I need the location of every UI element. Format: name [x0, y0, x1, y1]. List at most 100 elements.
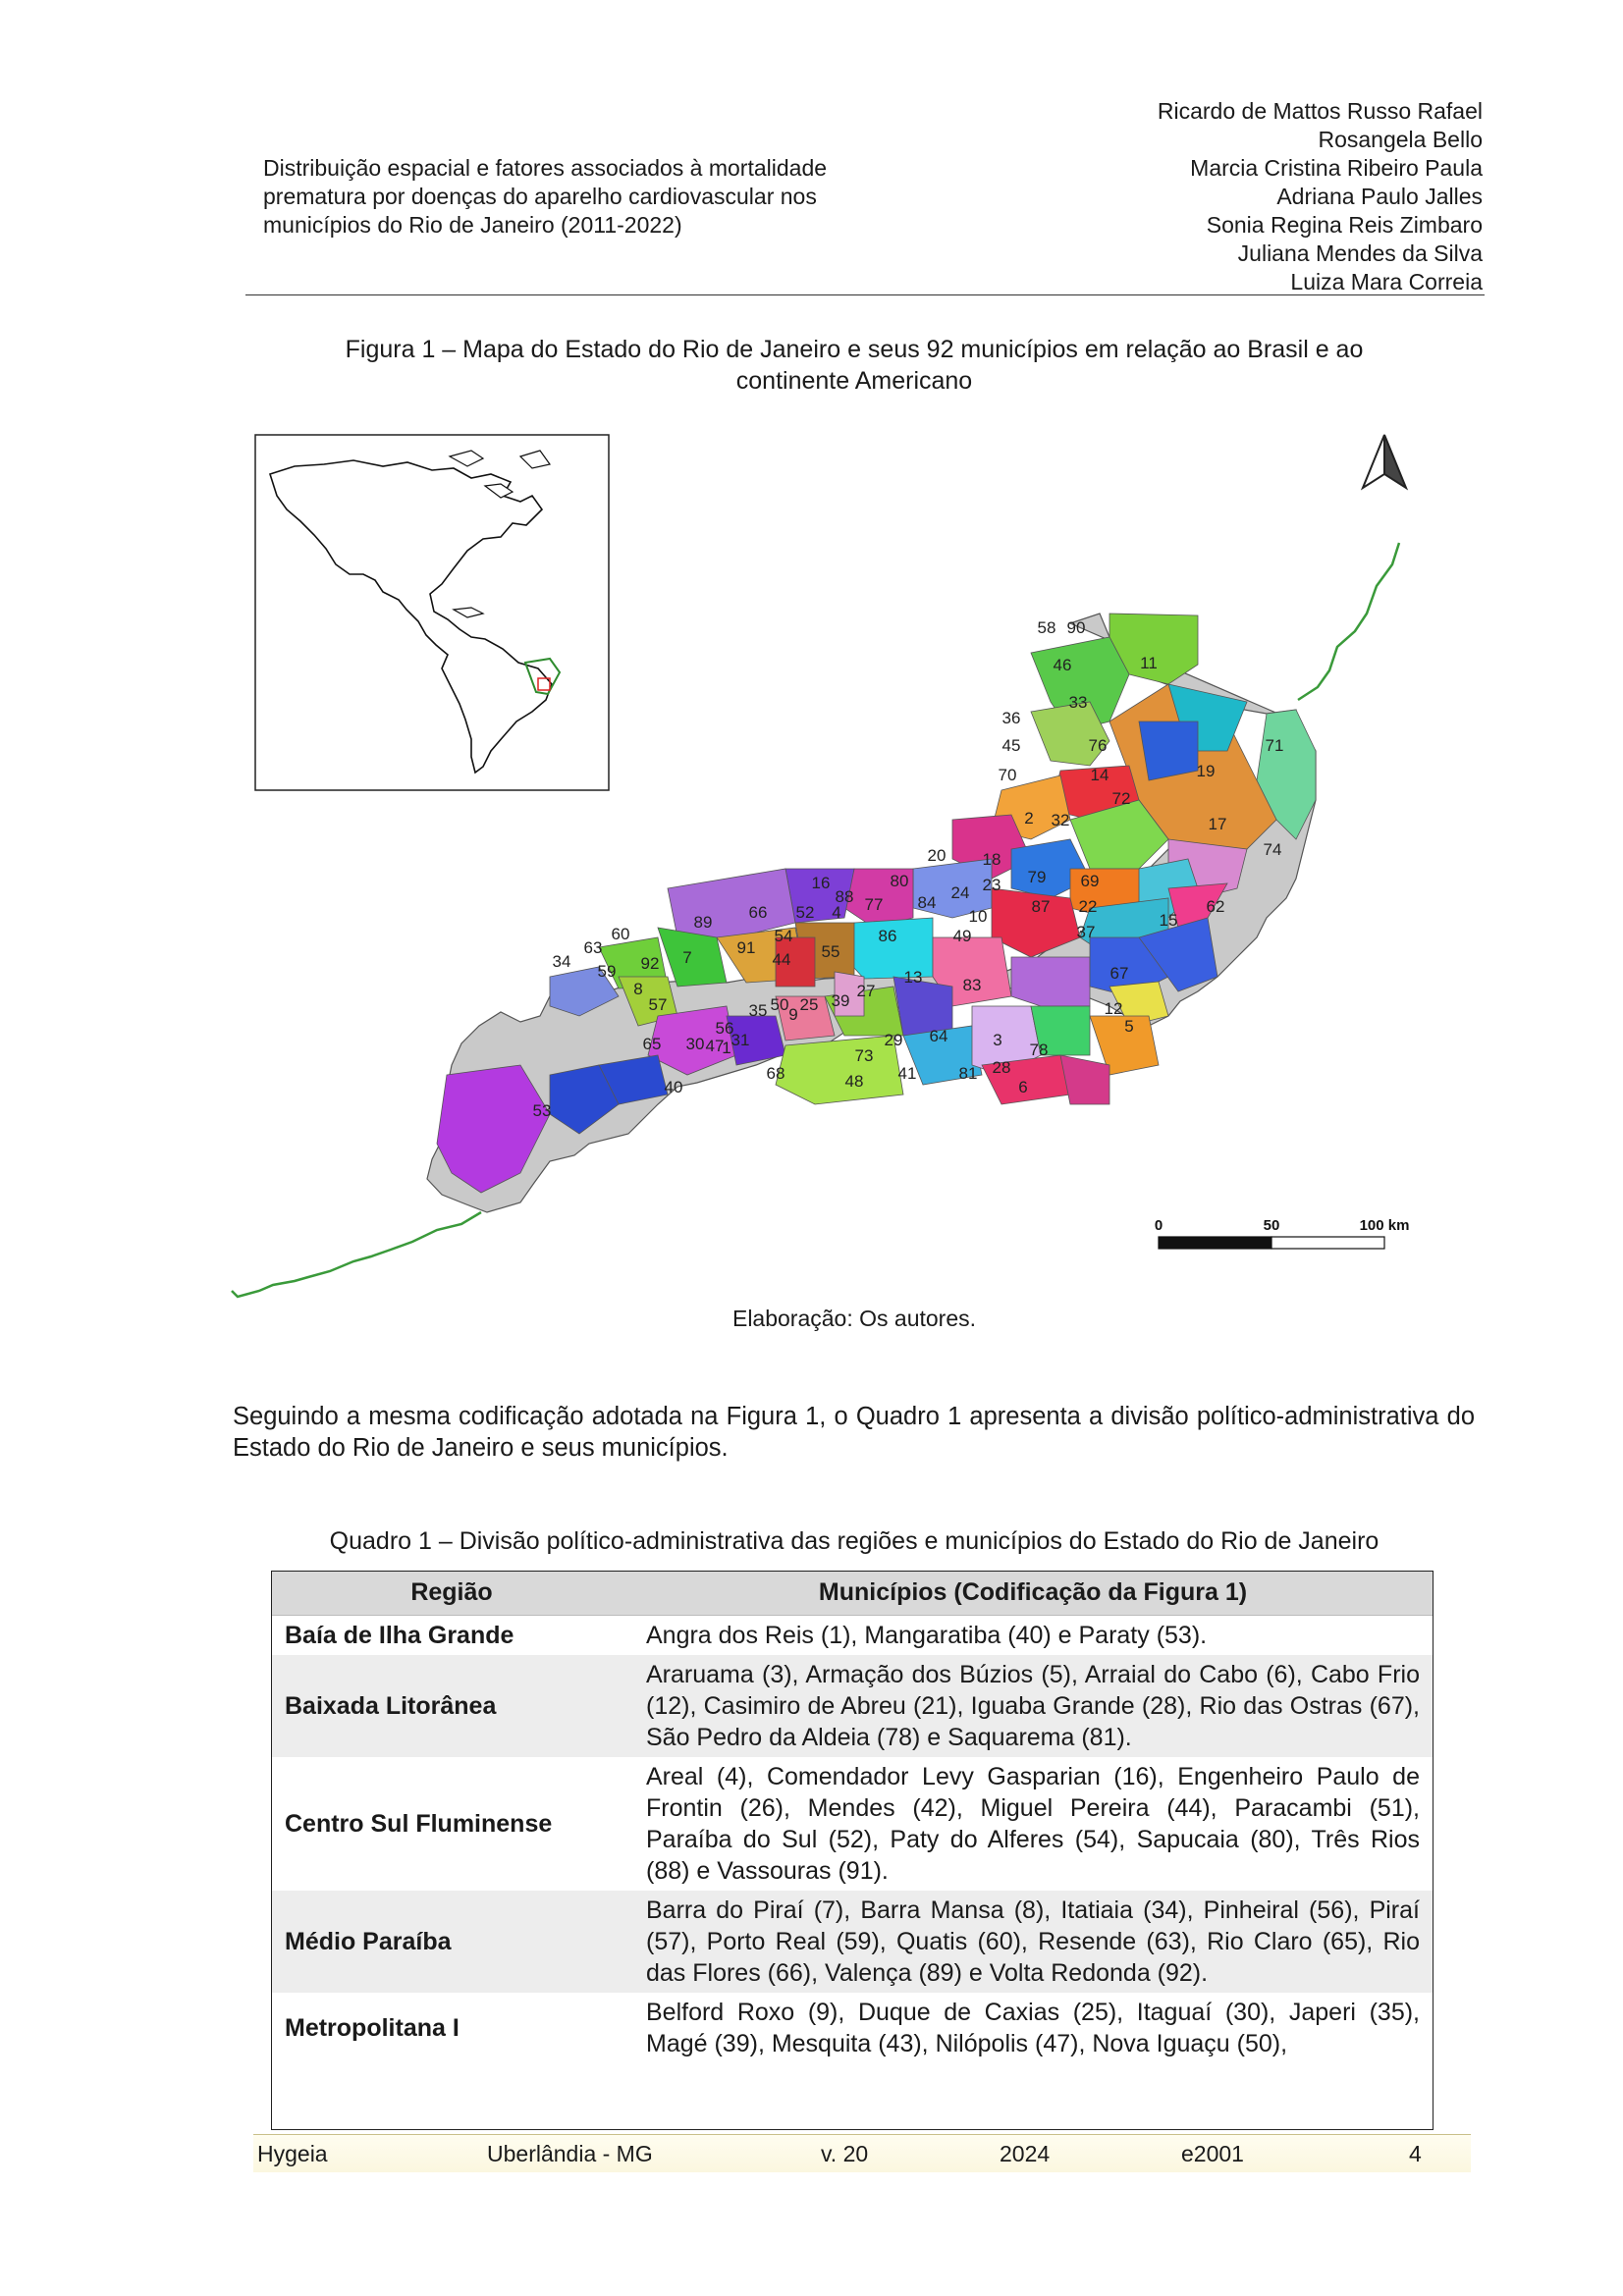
- municipality-label-25: 25: [800, 995, 819, 1014]
- header-region: Região: [271, 1571, 632, 1616]
- municipality-label-81: 81: [959, 1064, 978, 1083]
- table-header-row: Região Municípios (Codificação da Figura…: [271, 1571, 1434, 1616]
- author: Sonia Regina Reis Zimbaro: [1206, 212, 1483, 238]
- footer-journal: Hygeia: [257, 2141, 328, 2166]
- municipality-label-37: 37: [1077, 923, 1096, 941]
- footer-city: Uberlândia - MG: [487, 2141, 653, 2166]
- footer-year: 2024: [1000, 2141, 1051, 2166]
- municipality-label-33: 33: [1069, 693, 1088, 712]
- north-arrow-icon: [1360, 434, 1409, 491]
- figure-caption: Figura 1 – Mapa do Estado do Rio de Jane…: [245, 334, 1463, 397]
- scale-label-0: 0: [1155, 1217, 1163, 1234]
- region-cell: Baixada Litorânea: [271, 1655, 632, 1757]
- municipality-label-35: 35: [749, 1001, 768, 1020]
- table-row: Baía de Ilha Grande Angra dos Reis (1), …: [271, 1616, 1434, 1656]
- municipality-label-27: 27: [857, 982, 876, 1000]
- municipality-label-41: 41: [898, 1064, 917, 1083]
- municipality-label-66: 66: [749, 903, 768, 922]
- municipality-label-83: 83: [963, 976, 982, 994]
- municipality-label-29: 29: [885, 1031, 903, 1049]
- caption-line: continente Americano: [735, 367, 973, 395]
- region-cell: Centro Sul Fluminense: [285, 1810, 553, 1838]
- municipality-label-48: 48: [845, 1072, 864, 1091]
- municipality-label-50: 50: [771, 995, 789, 1014]
- municipality-label-30: 30: [686, 1035, 705, 1053]
- municipality-label-72: 72: [1112, 789, 1131, 808]
- municipality-label-57: 57: [649, 995, 668, 1014]
- municipality-label-47: 47: [706, 1037, 725, 1055]
- municipality-label-70: 70: [999, 766, 1017, 784]
- footer-page: 4: [1409, 2141, 1422, 2166]
- municipality-label-49: 49: [953, 927, 972, 945]
- municipality-label-16: 16: [812, 874, 831, 892]
- article-title: Distribuição espacial e fatores associad…: [263, 154, 911, 240]
- municipality-label-13: 13: [904, 968, 923, 987]
- header-municipalities: Municípios (Codificação da Figura 1): [632, 1571, 1434, 1616]
- municipality-label-11: 11: [1140, 654, 1158, 672]
- title-line: Distribuição espacial e fatores associad…: [263, 155, 828, 181]
- municipality-label-3: 3: [993, 1031, 1001, 1049]
- municipality-label-5: 5: [1124, 1017, 1133, 1036]
- municipality-label-23: 23: [983, 876, 1001, 894]
- municipality-label-55: 55: [822, 942, 840, 961]
- municipality-label-44: 44: [773, 950, 791, 969]
- municipality-label-71: 71: [1266, 736, 1284, 755]
- municipality-label-58: 58: [1038, 618, 1056, 637]
- table-row: Centro Sul Fluminense Areal (4), Comenda…: [271, 1757, 1434, 1891]
- municipality-label-86: 86: [879, 927, 897, 945]
- municipality-label-59: 59: [598, 962, 617, 981]
- municipality-label-36: 36: [1002, 709, 1021, 727]
- municipality-label-32: 32: [1052, 811, 1070, 829]
- municipality-label-87: 87: [1032, 897, 1051, 916]
- municipality-label-56: 56: [716, 1019, 734, 1038]
- municipality-label-4: 4: [832, 903, 840, 922]
- municipality-label-45: 45: [1002, 736, 1021, 755]
- page-footer: Hygeia Uberlândia - MG v. 20 2024 e2001 …: [253, 2134, 1471, 2172]
- scale-bar: 0 50 100 km: [1155, 1217, 1410, 1250]
- author: Adriana Paulo Jalles: [1276, 184, 1483, 209]
- municipality-label-64: 64: [930, 1027, 948, 1045]
- municipality-label-22: 22: [1079, 897, 1098, 916]
- municipality-label-18: 18: [983, 850, 1001, 869]
- municipality-label-6: 6: [1018, 1078, 1027, 1096]
- municipality-label-9: 9: [788, 1005, 797, 1024]
- state-border-line: [1297, 542, 1401, 702]
- scale-label-100km: 100 km: [1360, 1217, 1410, 1234]
- municipality-label-77: 77: [865, 895, 884, 914]
- author: Luiza Mara Correia: [1290, 269, 1483, 294]
- body-paragraph: Seguindo a mesma codificação adotada na …: [233, 1403, 1475, 1462]
- municipality-label-7: 7: [682, 948, 691, 967]
- municipality-label-24: 24: [951, 883, 970, 902]
- municipality-label-63: 63: [584, 938, 603, 957]
- figure-map: 58 90 46 11 33 36 45 76 70 14 19 71 72 2 32 17 74 20 18 23 7…: [226, 427, 1463, 1306]
- municipality-label-31: 31: [731, 1031, 750, 1049]
- municipality-label-8: 8: [633, 980, 642, 998]
- region-cell: Metropolitana I: [285, 2014, 460, 2042]
- author: Marcia Cristina Ribeiro Paula: [1190, 155, 1483, 181]
- caption-line: Figura 1 – Mapa do Estado do Rio de Jane…: [345, 336, 1364, 363]
- table-row: Baixada Litorânea Araruama (3), Armação …: [271, 1655, 1434, 1757]
- municipalities-cell: Areal (4), Comendador Levy Gasparian (16…: [646, 1763, 1420, 1885]
- municipality-label-15: 15: [1160, 911, 1178, 930]
- scale-label-50: 50: [1264, 1217, 1280, 1234]
- municipality-label-76: 76: [1089, 736, 1108, 755]
- municipality-label-89: 89: [694, 913, 713, 932]
- municipality-label-40: 40: [665, 1078, 683, 1096]
- title-line: prematura por doenças do aparelho cardio…: [263, 184, 817, 209]
- municipality-label-90: 90: [1067, 618, 1086, 637]
- municipalities-cell: Belford Roxo (9), Duque de Caxias (25), …: [646, 1999, 1420, 2057]
- municipality-label-78: 78: [1030, 1041, 1049, 1059]
- table-row: Metropolitana I Belford Roxo (9), Duque …: [271, 1993, 1434, 2063]
- municipality-label-17: 17: [1209, 815, 1227, 833]
- state-border-line: [231, 1210, 482, 1299]
- municipality-label-67: 67: [1110, 964, 1129, 983]
- municipality-label-84: 84: [918, 893, 937, 912]
- municipality-label-20: 20: [928, 846, 947, 865]
- regions-table: Região Municípios (Codificação da Figura…: [271, 1571, 1434, 2063]
- municipality-label-53: 53: [533, 1101, 552, 1120]
- inset-map: [254, 434, 610, 791]
- municipality-label-2: 2: [1024, 809, 1033, 828]
- author-list: Ricardo de Mattos Russo Rafael Rosangela…: [1158, 97, 1483, 296]
- municipalities-cell: Barra do Piraí (7), Barra Mansa (8), Ita…: [632, 1891, 1434, 1993]
